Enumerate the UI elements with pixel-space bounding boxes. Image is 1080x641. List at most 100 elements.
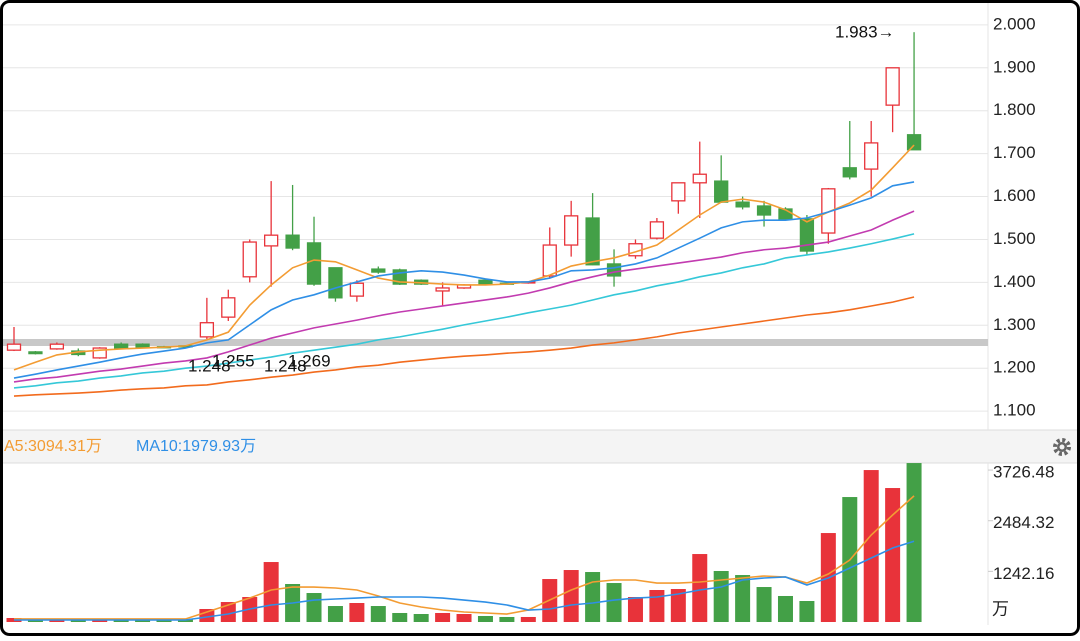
- annotation: 1.248: [188, 356, 231, 375]
- volume-bar: [263, 562, 279, 622]
- annotation: 1.248: [264, 356, 307, 375]
- candle-body: [349, 282, 365, 297]
- candle-body: [735, 201, 750, 208]
- y-tick-label: 1.100: [993, 401, 1036, 420]
- volume-bar: [413, 614, 429, 622]
- volume-bar: [713, 570, 729, 622]
- legend-entry: A5:3094.31万: [4, 438, 102, 455]
- y-tick-label: 1.700: [993, 143, 1036, 162]
- y-tick-label: 1.200: [993, 358, 1036, 377]
- volume-bar: [606, 583, 622, 622]
- candle-body: [714, 180, 729, 203]
- y-tick-label: 1.500: [993, 229, 1036, 248]
- volume-bar: [156, 620, 172, 622]
- y-tick-label: 1.800: [993, 100, 1036, 119]
- candle-body: [221, 297, 236, 318]
- candle-body: [585, 217, 600, 266]
- volume-bar: [113, 620, 129, 622]
- volume-bar: [692, 554, 708, 622]
- volume-bar: [499, 616, 515, 622]
- candle-body: [821, 188, 836, 234]
- candle-body: [671, 182, 686, 202]
- candle-body: [135, 343, 150, 348]
- y-tick-label: 2484.32: [993, 513, 1054, 532]
- volume-bar: [756, 587, 772, 622]
- ma-line: [13, 233, 915, 389]
- y-tick-label: 1.600: [993, 186, 1036, 205]
- ma-line: [13, 210, 915, 383]
- volume-bar: [563, 570, 579, 622]
- y-tick-label: 1242.16: [993, 564, 1054, 583]
- volume-bar: [135, 620, 151, 622]
- candle-body: [285, 234, 300, 249]
- candle-body: [564, 215, 579, 246]
- candle-body: [28, 351, 43, 355]
- unit-label: 万: [992, 599, 1009, 618]
- ma-line: [14, 495, 915, 620]
- candle-body: [306, 242, 322, 285]
- volume-bar: [370, 606, 386, 622]
- volume-bar: [777, 595, 793, 622]
- volume-bar: [627, 597, 643, 622]
- volume-bar: [885, 488, 901, 622]
- volume-bar: [392, 612, 408, 622]
- annotation: 1.983→: [835, 22, 895, 41]
- candle-body: [885, 67, 900, 106]
- candle-body: [49, 343, 65, 350]
- candle-body: [242, 241, 257, 278]
- candle-body: [435, 287, 450, 292]
- annotation: 1.255: [212, 351, 255, 370]
- volume-bar: [585, 572, 601, 622]
- candle-body: [371, 268, 386, 273]
- candle-body: [756, 205, 772, 216]
- candle-body: [649, 221, 665, 239]
- candle-body: [92, 347, 107, 359]
- candle-body: [606, 263, 622, 277]
- plot: 1.100 1.200 1.300 1.400 1.500 1.600 1.700 1.800…: [0, 14, 1054, 622]
- legend-strip: [0, 430, 1080, 463]
- candle-body: [799, 218, 815, 252]
- y-tick-label: 3726.48: [993, 463, 1054, 482]
- volume-bar: [799, 601, 815, 622]
- volume-bar: [670, 589, 686, 622]
- y-tick-label: 1.900: [993, 57, 1036, 76]
- ma-line: [14, 540, 915, 621]
- y-tick-label: 1.400: [993, 272, 1036, 291]
- ma-line: [13, 296, 915, 397]
- volume-bar: [649, 589, 665, 622]
- volume-bar: [477, 616, 493, 622]
- y-tick-label: 2.000: [993, 14, 1036, 33]
- candle-body: [478, 279, 493, 285]
- candle-body: [328, 267, 343, 299]
- volume-bar: [92, 620, 108, 622]
- volume-bar: [199, 608, 215, 622]
- candle-body: [6, 343, 22, 351]
- candle-body: [114, 343, 129, 349]
- ma-line: [13, 181, 915, 379]
- candle-body: [906, 134, 922, 151]
- candle-body: [264, 234, 279, 247]
- candle-body: [842, 167, 857, 178]
- volume-bar: [735, 575, 751, 622]
- ma-line: [13, 144, 915, 371]
- volume-bar: [456, 614, 472, 622]
- annotation: 1.269: [288, 351, 331, 370]
- volume-bar: [520, 616, 536, 622]
- candle-body: [199, 322, 215, 338]
- legend-entry: MA10:1979.93万: [136, 438, 256, 455]
- volume-bar: [70, 620, 86, 622]
- volume-bar: [435, 612, 451, 622]
- volume-bar: [327, 606, 343, 622]
- volume-bar: [906, 463, 922, 622]
- volume-bar: [349, 603, 365, 622]
- settings-icon[interactable]: [1053, 438, 1071, 456]
- candle-body: [542, 244, 557, 277]
- volume-bar: [306, 593, 322, 622]
- volume-bar: [863, 470, 879, 622]
- candle-body: [692, 173, 707, 184]
- y-tick-label: 1.300: [993, 315, 1036, 334]
- candle-body: [864, 142, 879, 170]
